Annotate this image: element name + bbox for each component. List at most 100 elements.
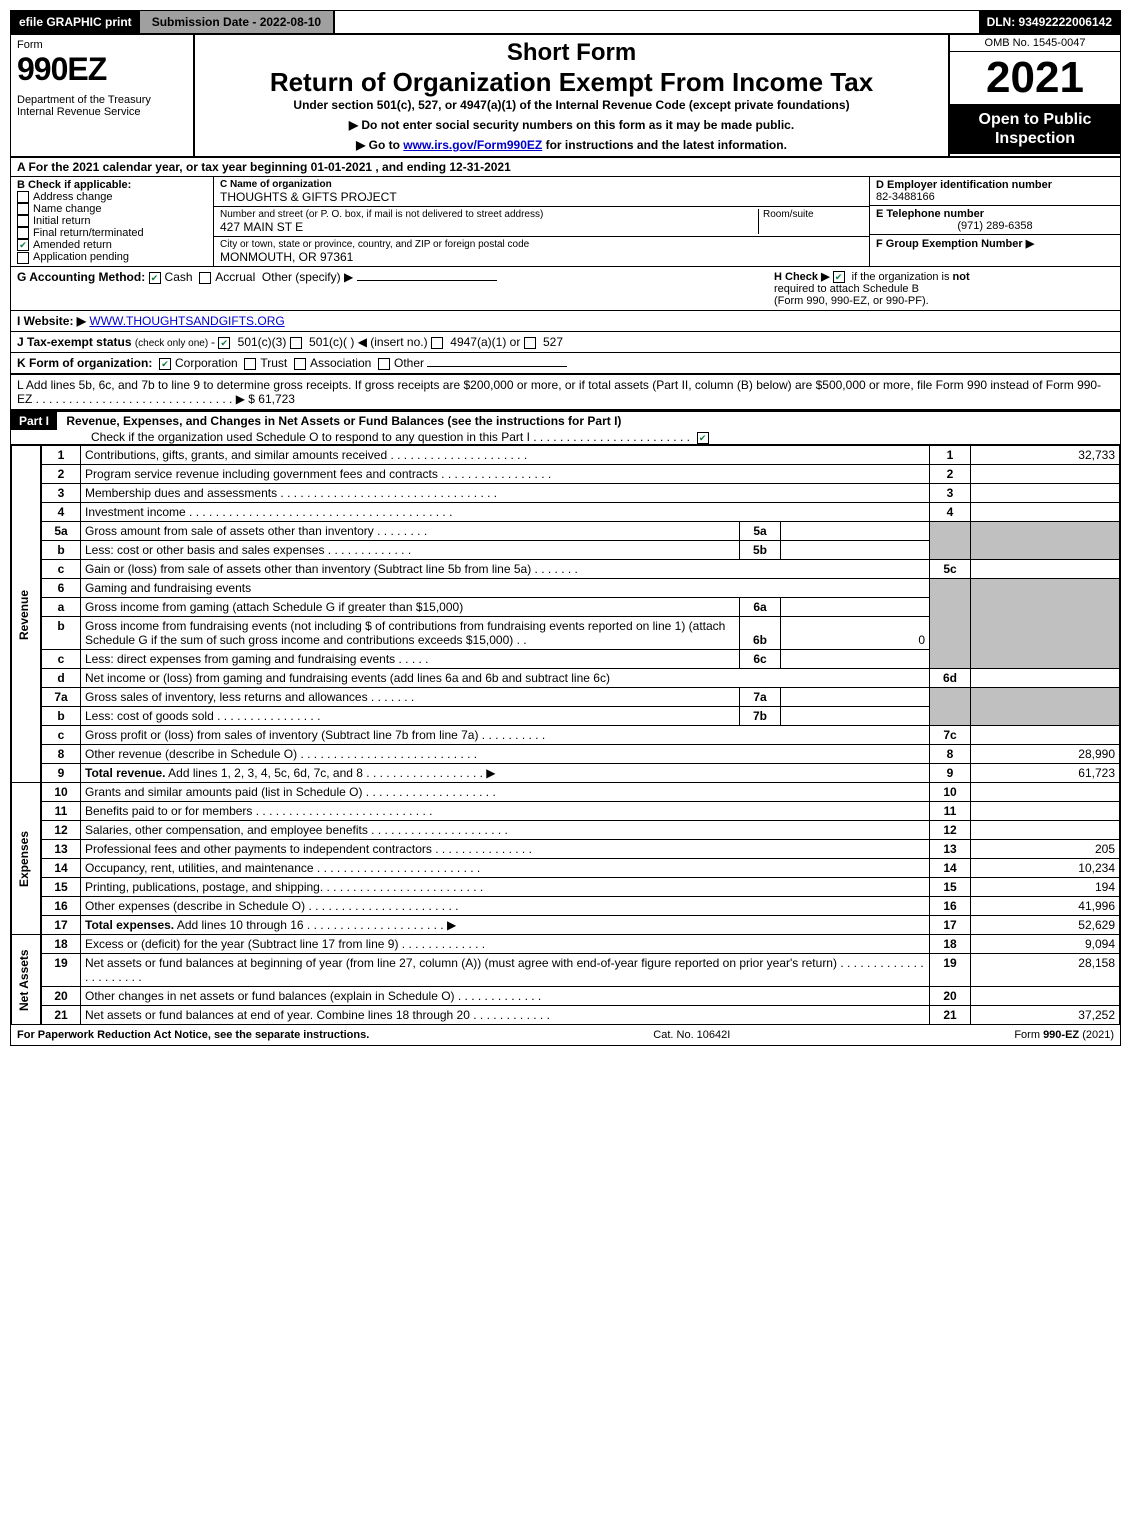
line-no: 3 [41, 484, 81, 503]
line-desc: Net assets or fund balances at end of ye… [81, 1006, 930, 1025]
cb-501c3[interactable] [218, 337, 230, 349]
part-i-header: Part I Revenue, Expenses, and Changes in… [11, 410, 1120, 445]
line-rno [930, 688, 971, 726]
footer-right-pre: Form [1014, 1029, 1043, 1041]
line-rval [971, 465, 1120, 484]
page-footer: For Paperwork Reduction Act Notice, see … [11, 1025, 1120, 1045]
footer-right-post: (2021) [1079, 1029, 1114, 1041]
line-desc: Gain or (loss) from sale of assets other… [81, 560, 930, 579]
d-ein: D Employer identification number 82-3488… [870, 177, 1120, 206]
line-desc: Gross amount from sale of assets other t… [81, 522, 740, 541]
line-no: 6 [41, 579, 81, 598]
h-not: not [953, 271, 970, 283]
cb-h[interactable] [833, 271, 845, 283]
line-rval [971, 503, 1120, 522]
website-link[interactable]: WWW.THOUGHTSANDGIFTS.ORG [89, 314, 284, 328]
cb-other[interactable] [378, 358, 390, 370]
h-post: if the organization is [849, 271, 953, 283]
tax-year: 2021 [950, 52, 1120, 104]
line-rval: 41,996 [971, 897, 1120, 916]
part-i-sub-text: Check if the organization used Schedule … [91, 430, 690, 444]
cb-corp[interactable] [159, 358, 171, 370]
k-other: Other [394, 356, 424, 370]
cb-trust[interactable] [244, 358, 256, 370]
line-desc: Less: cost or other basis and sales expe… [81, 541, 740, 560]
line-subval [781, 650, 930, 669]
top-bar: efile GRAPHIC print Submission Date - 20… [11, 11, 1120, 35]
part-i-table: Revenue1Contributions, gifts, grants, an… [11, 445, 1120, 1025]
cb-label: Amended return [33, 239, 112, 251]
j-527: 527 [540, 335, 563, 349]
cb-assoc[interactable] [294, 358, 306, 370]
j-501c: 501(c)( ) ◀ (insert no.) [306, 335, 431, 349]
line-no: c [41, 560, 81, 579]
cb-pending[interactable]: Application pending [17, 251, 207, 263]
cb-527[interactable] [524, 337, 536, 349]
omb-number: OMB No. 1545-0047 [950, 35, 1120, 52]
c-name: C Name of organization THOUGHTS & GIFTS … [214, 177, 869, 207]
cb-schedule-o[interactable] [697, 432, 709, 444]
city-val: MONMOUTH, OR 97361 [220, 250, 529, 264]
g-other-line[interactable] [357, 280, 497, 281]
line-no: 12 [41, 821, 81, 840]
line-sub: 6a [740, 598, 781, 617]
cb-accrual[interactable] [199, 272, 211, 284]
line-rval [971, 821, 1120, 840]
c-label: C Name of organization [220, 179, 397, 190]
line-subval [781, 598, 930, 617]
line-no: b [41, 617, 81, 650]
line-no: 1 [41, 446, 81, 465]
line-desc: Salaries, other compensation, and employ… [81, 821, 930, 840]
cb-address[interactable]: Address change [17, 191, 207, 203]
line-rval [971, 688, 1120, 726]
line-sub: 7a [740, 688, 781, 707]
line-desc: Membership dues and assessments . . . . … [81, 484, 930, 503]
cb-label: Final return/terminated [33, 227, 144, 239]
line-desc: Gross income from fundraising events (no… [81, 617, 740, 650]
k-other-line[interactable] [427, 366, 567, 367]
line-rno: 12 [930, 821, 971, 840]
line-sub: 5a [740, 522, 781, 541]
form-number: 990EZ [17, 51, 187, 88]
line-rno: 14 [930, 859, 971, 878]
line-rval: 28,158 [971, 954, 1120, 987]
line-rno: 17 [930, 916, 971, 935]
title-return: Return of Organization Exempt From Incom… [201, 67, 942, 98]
line-no: 4 [41, 503, 81, 522]
line-no: 5a [41, 522, 81, 541]
section-b-through-f: B Check if applicable: Address change Na… [11, 177, 1120, 267]
cb-amended[interactable]: Amended return [17, 239, 207, 251]
cb-label: Address change [33, 191, 113, 203]
cb-initial[interactable]: Initial return [17, 215, 207, 227]
k-label: K Form of organization: [17, 356, 152, 370]
line-desc: Benefits paid to or for members . . . . … [81, 802, 930, 821]
line-desc: Net income or (loss) from gaming and fun… [81, 669, 930, 688]
k-form-org: K Form of organization: Corporation Trus… [11, 353, 1120, 375]
line-sub: 7b [740, 707, 781, 726]
line-rval: 37,252 [971, 1006, 1120, 1025]
form-990ez: efile GRAPHIC print Submission Date - 20… [10, 10, 1121, 1046]
cb-final[interactable]: Final return/terminated [17, 227, 207, 239]
line-a: A For the 2021 calendar year, or tax yea… [11, 158, 1120, 177]
line-no: 18 [41, 935, 81, 954]
cb-501c[interactable] [290, 337, 302, 349]
cb-cash[interactable] [149, 272, 161, 284]
cb-name[interactable]: Name change [17, 203, 207, 215]
line-no: 14 [41, 859, 81, 878]
line-no: 21 [41, 1006, 81, 1025]
cb-4947[interactable] [431, 337, 443, 349]
header-left: Form 990EZ Department of the Treasury In… [11, 35, 195, 156]
line-rno: 10 [930, 783, 971, 802]
k-assoc: Association [310, 356, 371, 370]
line-rval: 28,990 [971, 745, 1120, 764]
line-sub: 5b [740, 541, 781, 560]
line-desc: Less: cost of goods sold . . . . . . . .… [81, 707, 740, 726]
footer-left: For Paperwork Reduction Act Notice, see … [17, 1029, 369, 1041]
line-desc: Less: direct expenses from gaming and fu… [81, 650, 740, 669]
h-pre: H Check ▶ [774, 271, 833, 283]
i-label: I Website: ▶ [17, 314, 86, 328]
dept-line-1: Department of the Treasury [17, 94, 187, 106]
irs-link[interactable]: www.irs.gov/Form990EZ [403, 138, 542, 152]
city-label: City or town, state or province, country… [220, 239, 529, 250]
j-pre: J Tax-exempt status [17, 335, 135, 349]
